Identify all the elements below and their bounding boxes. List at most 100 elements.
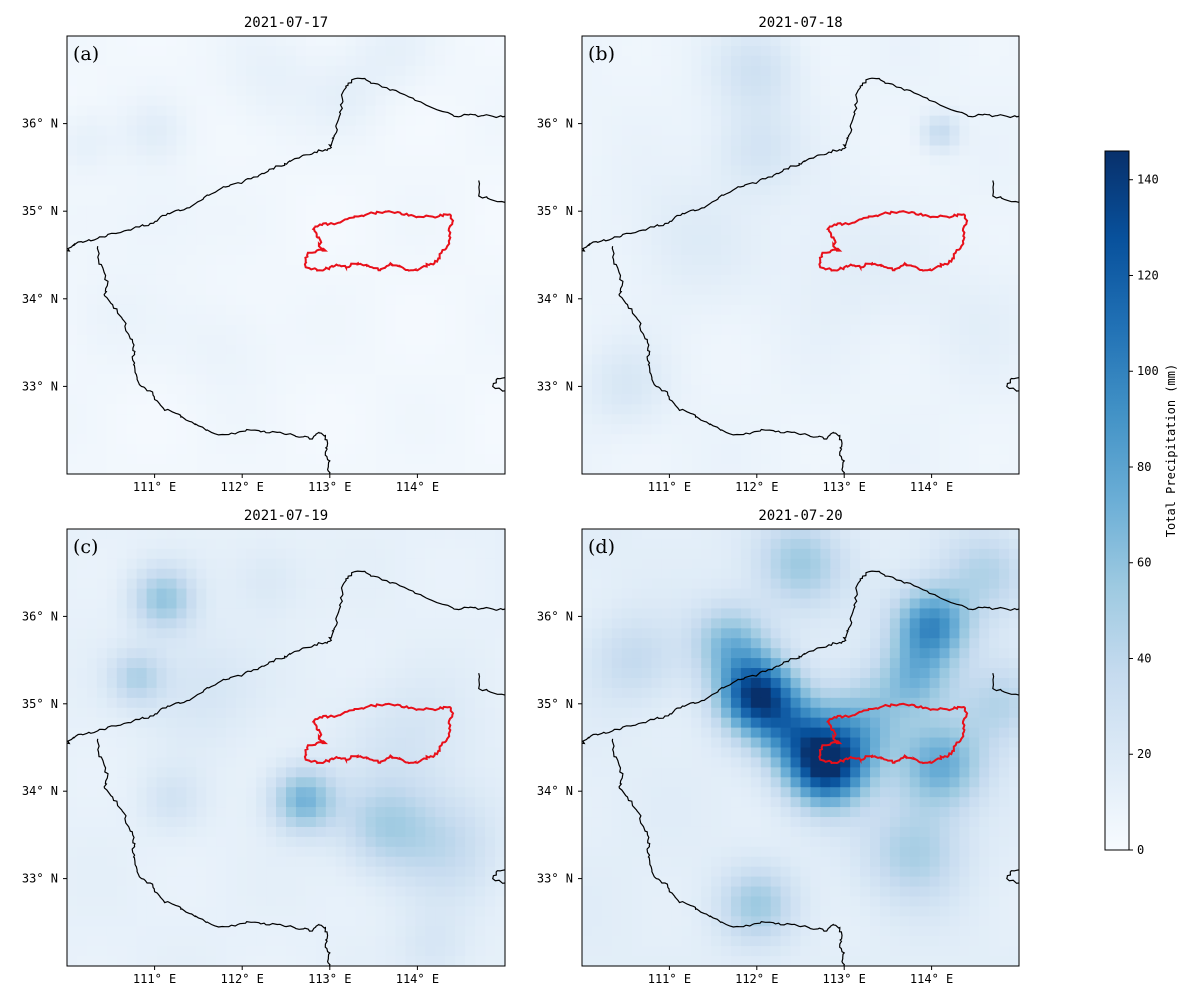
precip-cell (475, 245, 486, 256)
precip-cell (196, 36, 207, 47)
precip-cell (445, 529, 456, 540)
precip-cell (800, 384, 812, 395)
precip-cell (899, 125, 911, 137)
precip-cell (236, 264, 247, 276)
precip-cell (760, 404, 772, 415)
precip-cell (136, 145, 148, 157)
precip-cell (661, 354, 672, 366)
precip-cell (465, 737, 476, 749)
precip-cell (631, 444, 643, 455)
precip-cell (186, 264, 197, 276)
precip-cell (286, 697, 297, 709)
precip-cell (621, 284, 633, 296)
precip-cell (800, 105, 812, 117)
precip-cell (276, 648, 287, 659)
precip-cell (919, 255, 931, 266)
precip-cell (949, 165, 961, 176)
x-tick-label: 114° E (396, 480, 439, 494)
precip-cell (156, 394, 168, 405)
precip-cell (266, 707, 277, 719)
precip-cell (286, 628, 297, 639)
precip-cell (246, 628, 257, 639)
precip-cell (76, 727, 88, 739)
precip-cell (206, 324, 217, 336)
precip-cell (335, 235, 347, 246)
precip-cell (335, 304, 347, 316)
precip-cell (701, 434, 712, 445)
precip-cell (206, 185, 217, 196)
precip-cell (989, 304, 1000, 316)
precip-cell (315, 85, 327, 97)
precip-cell (445, 264, 456, 276)
precip-cell (67, 364, 78, 376)
precip-cell (186, 235, 197, 246)
precip-cell (909, 45, 921, 57)
precip-cell (176, 638, 188, 649)
precip-cell (425, 155, 436, 166)
precip-cell (435, 205, 446, 216)
precip-cell (435, 727, 446, 739)
precip-cell (701, 45, 712, 57)
precip-cell (276, 294, 287, 306)
precip-cell (591, 364, 603, 376)
precip-cell (591, 344, 603, 356)
precip-cell (889, 344, 901, 356)
precip-cell (325, 45, 337, 57)
precip-cell (582, 444, 593, 455)
precip-cell (681, 424, 692, 435)
precip-cell (740, 394, 752, 405)
precip-cell (315, 434, 327, 445)
precip-cell (760, 245, 772, 256)
precip-cell (661, 175, 672, 186)
precip-cell (601, 135, 613, 147)
precip-cell (176, 414, 188, 425)
precip-cell (495, 284, 506, 296)
precip-cell (455, 314, 466, 326)
precip-cell (345, 538, 357, 550)
precip-cell (780, 444, 792, 455)
precip-cell (196, 165, 207, 176)
precip-cell (701, 175, 712, 186)
precip-cell (939, 434, 951, 445)
precip-cell (999, 85, 1010, 97)
precip-cell (740, 175, 752, 186)
precip-cell (475, 344, 486, 356)
precip-cell (582, 36, 593, 47)
precip-cell (116, 95, 128, 107)
precip-cell (176, 225, 188, 236)
precip-cell (711, 324, 722, 336)
precip-cell (889, 374, 901, 385)
precip-cell (196, 105, 207, 117)
precip-cell (631, 404, 643, 415)
precip-cell (465, 578, 476, 590)
precip-cell (226, 135, 237, 147)
precip-cell (830, 95, 841, 107)
precip-cell (146, 354, 158, 366)
precip-cell (335, 175, 347, 186)
precip-cell (365, 245, 377, 256)
precip-cell (445, 598, 456, 610)
precip-cell (315, 628, 327, 639)
precip-cell (276, 717, 287, 729)
precip-cell (989, 374, 1000, 385)
precip-cell (276, 668, 287, 679)
precip-cell (475, 65, 486, 77)
precip-cell (671, 364, 682, 376)
precip-cell (116, 294, 128, 306)
precip-cell (711, 105, 722, 117)
precip-cell (335, 404, 347, 415)
precip-cell (176, 598, 188, 610)
precip-cell (206, 195, 217, 206)
precip-cell (445, 727, 456, 739)
precip-cell (740, 95, 752, 107)
precip-cell (939, 284, 951, 296)
precip-cell (126, 314, 138, 326)
precip-cell (691, 55, 702, 67)
precip-cell (889, 215, 901, 226)
precip-cell (475, 354, 486, 366)
precip-cell (949, 85, 961, 97)
precip-cell (295, 155, 307, 166)
precip-cell (601, 195, 613, 206)
precip-cell (365, 757, 377, 768)
precip-cell (711, 314, 722, 326)
